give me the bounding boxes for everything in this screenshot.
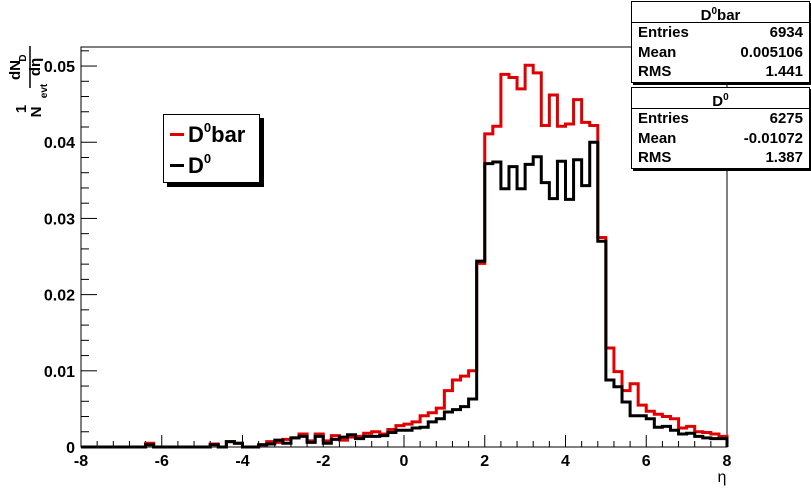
- stats-box-d0bar-title-suffix: bar: [717, 7, 741, 24]
- y-axis-label-denominator-sub: evt: [39, 83, 50, 98]
- stats-box-d0: D0 Entries 6275 Mean -0.01072 RMS 1.387: [631, 87, 810, 169]
- stats-box-d0bar: D0bar Entries 6934 Mean 0.005106 RMS 1.441: [631, 1, 810, 83]
- y-axis-label-prefix: 1: [13, 105, 30, 113]
- y-tick-label: 0: [66, 440, 75, 457]
- stats-row-entries: Entries 6934: [632, 23, 809, 43]
- series-layer: [81, 63, 729, 449]
- stats-label-rms: RMS: [638, 149, 672, 166]
- stats-box-d0bar-title: D0bar: [632, 2, 809, 24]
- stats-box-d0-title-main: D: [712, 93, 724, 110]
- legend: D0bar D0: [163, 114, 260, 183]
- stats-box-d0-title-sup: 0: [723, 92, 729, 103]
- y-axis-label-denominator-prefix: N: [28, 107, 45, 118]
- stats-value-mean: -0.01072: [743, 129, 803, 147]
- legend-label-d0bar-sup: 0: [203, 120, 212, 135]
- stats-row-entries: Entries 6275: [632, 109, 809, 129]
- stats-label-mean: Mean: [638, 43, 677, 61]
- y-axis-label: 1 N evt dN D dη: [7, 46, 50, 117]
- x-tick-label: -6: [155, 453, 169, 470]
- stats-value-rms: 1.387: [765, 149, 803, 166]
- x-axis-ticks: -8 -6 -4 -2 0 2 4 6 8: [74, 435, 732, 470]
- stats-row-mean: Mean 0.005106: [632, 43, 809, 63]
- legend-item-d0: D0: [170, 151, 211, 179]
- legend-label-d0bar-main: D: [188, 122, 204, 147]
- stats-label-entries: Entries: [638, 24, 689, 41]
- stats-box-d0bar-title-sup: 0: [711, 6, 718, 17]
- x-tick-label: -8: [74, 453, 88, 470]
- stats-value-entries: 6275: [769, 110, 803, 127]
- x-axis-label: η: [718, 469, 727, 486]
- y-axis-ticks: 0 0.01 0.02 0.03 0.04 0.05: [44, 50, 97, 457]
- legend-label-d0bar: D0bar: [188, 120, 245, 148]
- x-tick-label: 4: [561, 453, 570, 470]
- stats-value-entries: 6934: [769, 24, 803, 41]
- stats-row-rms: RMS 1.441: [632, 62, 809, 82]
- y-tick-label: 0.04: [44, 135, 75, 152]
- x-tick-label: 0: [400, 453, 409, 470]
- stats-label-mean: Mean: [638, 129, 677, 147]
- legend-label-d0bar-suffix: bar: [211, 122, 246, 147]
- legend-swatch-d0bar: [170, 132, 184, 136]
- legend-item-d0bar: D0bar: [170, 120, 245, 148]
- legend-swatch-d0: [170, 163, 184, 167]
- histogram-series-d0: [81, 140, 729, 449]
- stats-box-d0-title: D0: [632, 88, 809, 110]
- stats-label-rms: RMS: [638, 63, 672, 80]
- stats-label-entries: Entries: [638, 110, 689, 127]
- stats-row-rms: RMS 1.387: [632, 148, 809, 168]
- legend-label-d0-sup: 0: [203, 151, 212, 166]
- legend-label-d0: D0: [188, 151, 211, 179]
- x-tick-label: 8: [723, 453, 732, 470]
- y-tick-label: 0.05: [44, 59, 75, 76]
- stats-value-mean: 0.005106: [740, 43, 803, 61]
- y-axis-label-denominator: dη: [27, 58, 44, 76]
- y-tick-label: 0.03: [44, 211, 75, 228]
- y-tick-label: 0.02: [44, 288, 75, 305]
- stats-value-rms: 1.441: [765, 63, 803, 80]
- x-tick-label: 6: [642, 453, 651, 470]
- x-tick-label: 2: [480, 453, 489, 470]
- legend-label-d0-main: D: [188, 153, 204, 178]
- y-axis-label-numerator-sub: D: [18, 54, 29, 61]
- stats-box-d0bar-title-main: D: [700, 7, 712, 24]
- x-tick-label: -4: [235, 453, 249, 470]
- x-tick-label: -2: [316, 453, 330, 470]
- stats-row-mean: Mean -0.01072: [632, 129, 809, 149]
- y-tick-label: 0.01: [44, 364, 75, 381]
- y-axis-label-numerator: dN: [7, 60, 24, 80]
